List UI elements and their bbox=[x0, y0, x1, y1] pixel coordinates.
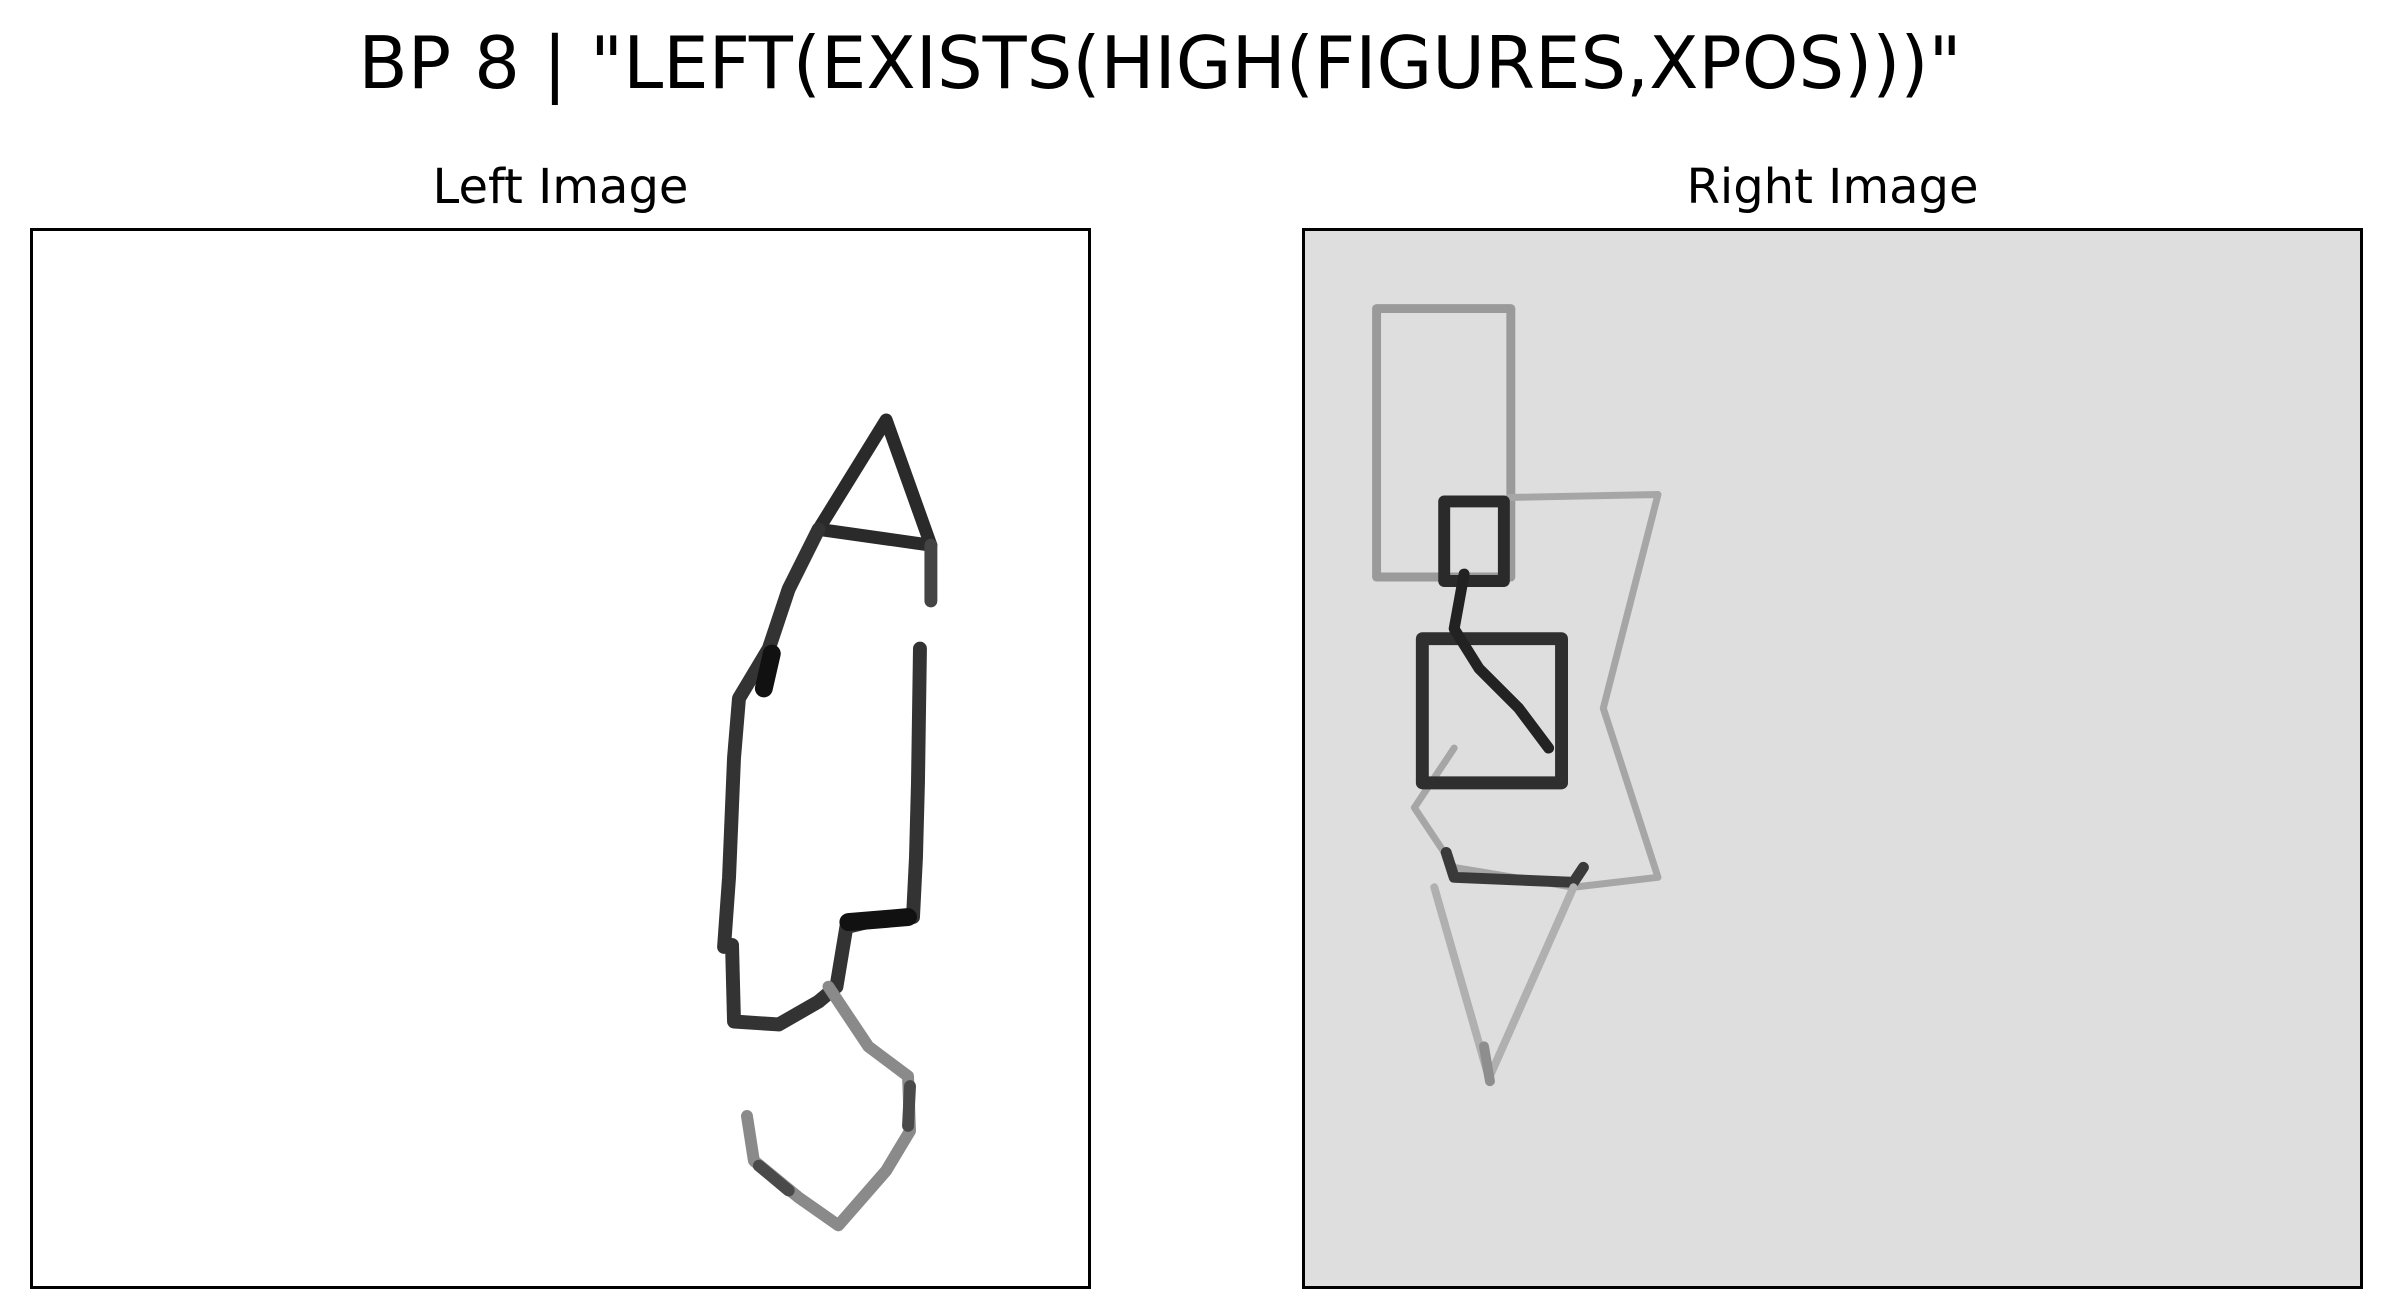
right-connector-line bbox=[1448, 568, 1555, 754]
left-zigzag-accent bbox=[752, 1080, 916, 1197]
figure-title: BP 8 | "LEFT(EXISTS(HIGH(FIGURES,XPOS)))… bbox=[358, 21, 1962, 105]
right-image-drawing bbox=[1305, 231, 2360, 1286]
right-image-background bbox=[1305, 231, 2360, 1286]
left-body-accent bbox=[754, 644, 917, 932]
right-dark-square bbox=[1415, 632, 1569, 790]
right-image-panel bbox=[1302, 228, 2363, 1289]
right-trapezoid-shape bbox=[1410, 491, 1662, 891]
right-panel-title: Right Image bbox=[1686, 159, 1979, 215]
right-small-square bbox=[1438, 495, 1510, 587]
left-triangle-shape bbox=[812, 413, 938, 552]
left-body-outline bbox=[717, 522, 927, 1032]
left-panel-title: Left Image bbox=[432, 159, 689, 215]
right-base-stroke bbox=[1440, 846, 1589, 888]
left-image-drawing bbox=[33, 231, 1088, 1286]
right-lower-triangle-tip bbox=[1479, 1041, 1495, 1087]
left-image-background bbox=[33, 231, 1088, 1286]
left-image-panel bbox=[30, 228, 1091, 1289]
